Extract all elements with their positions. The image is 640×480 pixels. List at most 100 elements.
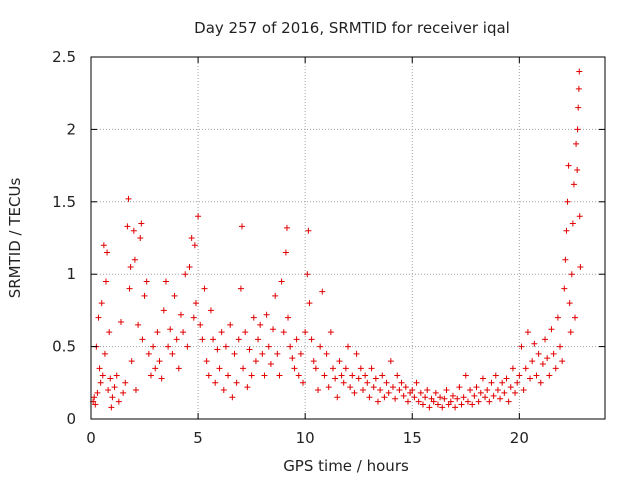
- data-point: [454, 395, 461, 402]
- data-point: [336, 358, 343, 365]
- data-point: [319, 288, 326, 295]
- data-point: [486, 398, 493, 405]
- data-point: [165, 343, 172, 350]
- data-point: [537, 379, 544, 386]
- data-point: [186, 263, 193, 270]
- data-point: [471, 392, 478, 399]
- grid-lines: [91, 57, 605, 419]
- data-point: [566, 300, 573, 307]
- data-point: [364, 379, 371, 386]
- data-point: [522, 365, 529, 372]
- data-point: [456, 384, 463, 391]
- data-point: [199, 336, 206, 343]
- data-point: [106, 329, 113, 336]
- y-tick-label: 1.5: [52, 193, 76, 211]
- data-point: [552, 365, 559, 372]
- data-point: [464, 398, 471, 405]
- data-point: [379, 372, 386, 379]
- data-point: [150, 343, 157, 350]
- data-point: [317, 343, 324, 350]
- data-point: [120, 389, 127, 396]
- data-point: [563, 227, 570, 234]
- data-point: [126, 285, 133, 292]
- data-point: [158, 375, 165, 382]
- data-point: [111, 384, 118, 391]
- data-point: [188, 235, 195, 241]
- data-point: [304, 271, 311, 278]
- data-point: [283, 224, 290, 231]
- data-point: [460, 394, 467, 401]
- data-point: [184, 343, 191, 350]
- data-point: [334, 394, 341, 401]
- data-point: [255, 336, 262, 343]
- data-point: [362, 372, 369, 379]
- data-point: [101, 350, 108, 357]
- data-point: [291, 365, 298, 372]
- data-point: [259, 350, 266, 357]
- y-tick-label: 2.5: [52, 48, 76, 66]
- data-point: [417, 389, 424, 396]
- data-point: [108, 404, 115, 411]
- data-point: [229, 394, 236, 401]
- data-point: [167, 326, 174, 333]
- data-point: [244, 384, 251, 391]
- data-point: [160, 307, 167, 314]
- data-point: [516, 372, 523, 379]
- data-point: [351, 389, 358, 396]
- data-point: [138, 220, 145, 227]
- data-point: [117, 318, 124, 325]
- data-point: [257, 321, 264, 328]
- data-point: [100, 242, 107, 249]
- data-point: [98, 300, 105, 307]
- data-point: [542, 336, 549, 343]
- data-point: [192, 300, 199, 307]
- data-point: [374, 398, 381, 405]
- data-point: [310, 358, 317, 365]
- data-point: [366, 394, 373, 401]
- y-tick-label: 0.5: [52, 338, 76, 356]
- data-point: [340, 379, 347, 386]
- data-point: [505, 398, 512, 405]
- data-point: [372, 375, 379, 382]
- data-point: [562, 256, 569, 263]
- data-point: [190, 314, 197, 321]
- data-point: [109, 394, 116, 401]
- data-point: [210, 336, 217, 343]
- data-point: [568, 271, 575, 278]
- data-point: [240, 365, 247, 372]
- data-point: [272, 292, 279, 299]
- chart-title: Day 257 of 2016, SRMTID for receiver iqa…: [194, 19, 510, 37]
- data-point: [441, 395, 448, 402]
- data-point: [355, 375, 362, 382]
- data-point: [207, 307, 214, 314]
- data-point: [180, 329, 187, 336]
- data-point: [122, 379, 129, 386]
- data-point: [289, 355, 296, 362]
- y-axis-label: SRMTID / TECUs: [6, 178, 24, 299]
- data-point: [402, 384, 409, 391]
- data-point: [302, 329, 309, 336]
- data-point: [539, 360, 546, 367]
- data-point: [575, 85, 582, 92]
- data-point: [488, 379, 495, 386]
- y-tick-label: 0: [66, 410, 76, 428]
- data-point: [171, 292, 178, 299]
- data-point: [424, 387, 431, 394]
- x-axis-label: GPS time / hours: [283, 457, 409, 475]
- data-point: [430, 398, 437, 405]
- data-point: [325, 384, 332, 391]
- data-point: [97, 379, 104, 386]
- data-point: [102, 278, 109, 285]
- data-point: [557, 343, 564, 350]
- data-point: [475, 398, 482, 405]
- data-point: [567, 329, 574, 336]
- data-point: [287, 343, 294, 350]
- data-point: [205, 372, 212, 379]
- data-point: [127, 263, 134, 270]
- data-point: [191, 242, 198, 249]
- data-point: [359, 387, 366, 394]
- data-point: [231, 350, 238, 357]
- data-point: [107, 375, 114, 382]
- data-point: [398, 379, 405, 386]
- data-point: [413, 379, 420, 386]
